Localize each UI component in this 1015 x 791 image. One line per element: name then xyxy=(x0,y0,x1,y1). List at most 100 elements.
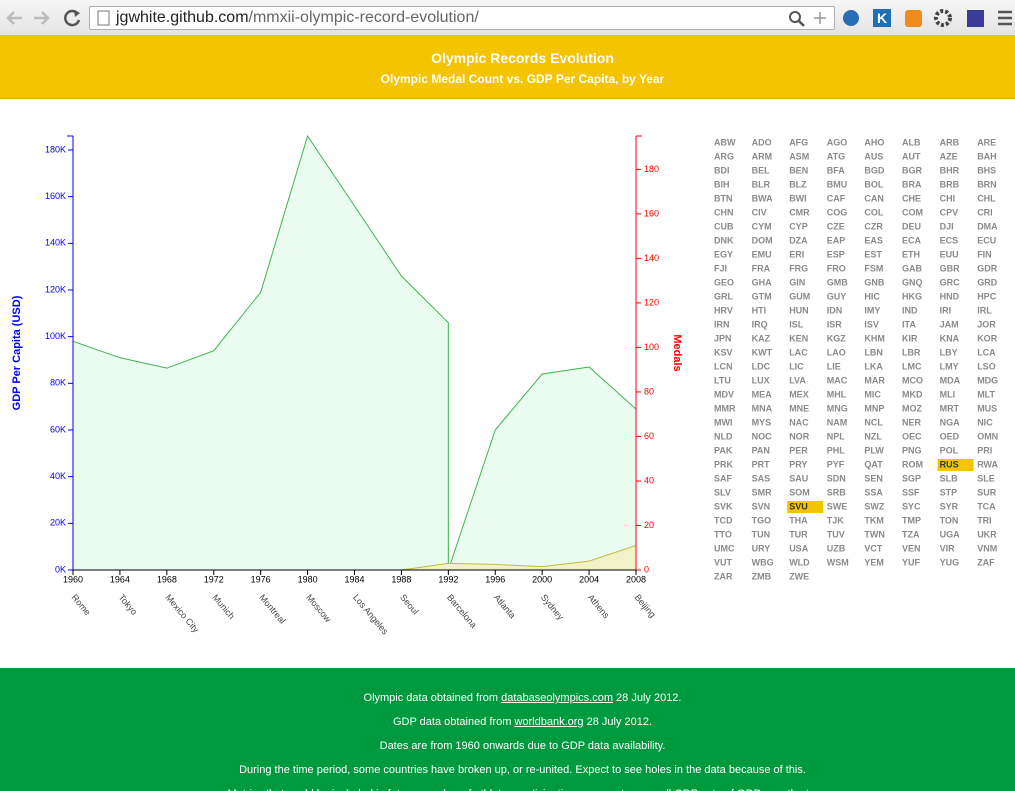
country-code[interactable]: GRC xyxy=(940,277,961,287)
country-code[interactable]: JAM xyxy=(940,319,959,329)
country-code[interactable]: MNE xyxy=(789,403,809,413)
country-code[interactable]: FSM xyxy=(864,263,883,273)
country-code[interactable]: IRN xyxy=(714,319,730,329)
country-code[interactable]: LVA xyxy=(789,375,806,385)
country-code[interactable]: CZR xyxy=(864,221,883,231)
country-code[interactable]: BIH xyxy=(714,179,730,189)
country-code[interactable]: SUR xyxy=(977,487,997,497)
country-code[interactable]: LMC xyxy=(902,361,922,371)
country-code[interactable]: MEX xyxy=(789,389,809,399)
country-code[interactable]: YEM xyxy=(864,557,884,567)
country-code[interactable]: SVK xyxy=(714,501,733,511)
country-code[interactable]: SLV xyxy=(714,487,731,497)
country-code[interactable]: DEU xyxy=(902,221,921,231)
country-code[interactable]: MMR xyxy=(714,403,736,413)
country-code[interactable]: MNA xyxy=(752,403,773,413)
country-code[interactable]: PER xyxy=(789,445,808,455)
country-code[interactable]: BGR xyxy=(902,165,923,175)
country-code[interactable]: CIV xyxy=(752,207,767,217)
country-code[interactable]: SWE xyxy=(827,501,848,511)
country-code[interactable]: TWN xyxy=(864,529,885,539)
country-code[interactable]: JPN xyxy=(714,333,732,343)
country-code[interactable]: LBN xyxy=(864,347,883,357)
country-code[interactable]: AGO xyxy=(827,137,848,147)
country-code[interactable]: KOR xyxy=(977,333,998,343)
country-code[interactable]: EST xyxy=(864,249,882,259)
country-code[interactable]: SMR xyxy=(752,487,773,497)
country-code[interactable]: MEA xyxy=(752,389,773,399)
country-code[interactable]: EUU xyxy=(940,249,959,259)
country-code[interactable]: SGP xyxy=(902,473,921,483)
country-code[interactable]: CHI xyxy=(940,193,956,203)
country-code[interactable]: GRL xyxy=(714,291,734,301)
country-code[interactable]: KEN xyxy=(789,333,808,343)
country-code[interactable]: AUS xyxy=(864,151,883,161)
country-code[interactable]: KIR xyxy=(902,333,918,343)
country-code[interactable]: CAN xyxy=(864,193,884,203)
country-code[interactable]: MAC xyxy=(827,375,848,385)
country-code[interactable]: TRI xyxy=(977,515,992,525)
country-code[interactable]: VEN xyxy=(902,543,921,553)
country-code[interactable]: MLT xyxy=(977,389,995,399)
country-code[interactable]: USA xyxy=(789,543,809,553)
country-code[interactable]: SOM xyxy=(789,487,810,497)
country-code[interactable]: OMN xyxy=(977,431,998,441)
country-code[interactable]: TJK xyxy=(827,515,845,525)
country-code[interactable]: ESP xyxy=(827,249,845,259)
country-code[interactable]: EGY xyxy=(714,249,733,259)
country-code[interactable]: MWI xyxy=(714,417,733,427)
menu-icon[interactable] xyxy=(998,10,1012,26)
country-code[interactable]: IRI xyxy=(940,305,952,315)
country-code[interactable]: WLD xyxy=(789,557,810,567)
country-code[interactable]: MCO xyxy=(902,375,923,385)
country-code[interactable]: AZE xyxy=(940,151,958,161)
country-code[interactable]: BTN xyxy=(714,193,733,203)
country-code[interactable]: POL xyxy=(940,445,959,455)
country-code[interactable]: LAC xyxy=(789,347,808,357)
country-code[interactable]: MYS xyxy=(752,417,772,427)
country-code[interactable]: TMP xyxy=(902,515,921,525)
country-code[interactable]: PRT xyxy=(752,459,771,469)
country-code[interactable]: PLW xyxy=(864,445,884,455)
country-code[interactable]: EMU xyxy=(752,249,772,259)
country-code[interactable]: GBR xyxy=(940,263,961,273)
country-code[interactable]: NAC xyxy=(789,417,809,427)
country-code[interactable]: ARM xyxy=(752,151,773,161)
country-code[interactable]: IDN xyxy=(827,305,843,315)
k-icon[interactable]: K xyxy=(873,9,891,27)
country-code[interactable]: MNG xyxy=(827,403,848,413)
country-code[interactable]: IRQ xyxy=(752,319,768,329)
country-code[interactable]: MUS xyxy=(977,403,997,413)
country-code[interactable]: KHM xyxy=(864,333,885,343)
country-code[interactable]: SYR xyxy=(940,501,959,511)
country-code[interactable]: AFG xyxy=(789,137,808,147)
country-code[interactable]: YUG xyxy=(940,557,960,567)
country-code[interactable]: TTO xyxy=(714,529,732,539)
country-code[interactable]: TGO xyxy=(752,515,772,525)
country-code[interactable]: FIN xyxy=(977,249,992,259)
country-code[interactable]: DJI xyxy=(940,221,954,231)
country-code[interactable]: KGZ xyxy=(827,333,847,343)
country-code[interactable]: BRB xyxy=(940,179,960,189)
extension-icon[interactable] xyxy=(967,10,984,27)
country-code[interactable]: UKR xyxy=(977,529,997,539)
country-code[interactable]: SAF xyxy=(714,473,733,483)
country-code[interactable]: LMY xyxy=(940,361,959,371)
country-code[interactable]: COM xyxy=(902,207,923,217)
country-code[interactable]: SLB xyxy=(940,473,959,483)
country-code[interactable]: PAK xyxy=(714,445,733,455)
country-code[interactable]: MHL xyxy=(827,389,847,399)
country-code[interactable]: LBY xyxy=(940,347,958,357)
country-code[interactable]: ADO xyxy=(752,137,772,147)
country-code[interactable]: BOL xyxy=(864,179,884,189)
country-code[interactable]: YUF xyxy=(902,557,921,567)
country-code[interactable]: BAH xyxy=(977,151,997,161)
country-code[interactable]: LCA xyxy=(977,347,996,357)
country-code[interactable]: BRN xyxy=(977,179,997,189)
country-code[interactable]: UZB xyxy=(827,543,846,553)
country-code[interactable]: SSA xyxy=(864,487,883,497)
country-code[interactable]: COL xyxy=(864,207,884,217)
country-code[interactable]: CUB xyxy=(714,221,734,231)
country-code[interactable]: PRY xyxy=(789,459,807,469)
country-code[interactable]: KWT xyxy=(752,347,773,357)
